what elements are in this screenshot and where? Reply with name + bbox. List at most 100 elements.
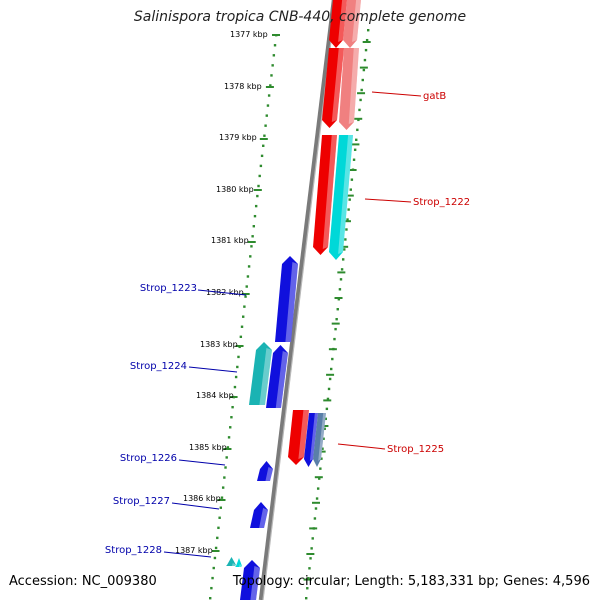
track-dot xyxy=(334,327,337,331)
track-dot xyxy=(249,255,252,258)
kbp-label: 1387 kbp xyxy=(175,546,213,555)
kbp-label: 1385 kbp xyxy=(189,443,227,452)
gene-gatb-pink-shade xyxy=(348,48,359,124)
gene-strop1225-gray[interactable] xyxy=(313,413,326,467)
track-dot xyxy=(324,417,327,421)
gene-strop1228-blue[interactable] xyxy=(240,560,260,600)
label-leader-line xyxy=(171,502,220,510)
gene-strop1226-shade xyxy=(265,467,273,481)
gene-strop1222-red[interactable] xyxy=(313,135,337,255)
track-dot xyxy=(328,377,332,381)
gene-label-strop-1224[interactable]: Strop_1224 xyxy=(130,361,238,373)
gene-strop1223[interactable] xyxy=(275,256,298,342)
track-dot xyxy=(273,44,277,47)
gene-strop1222-cyan-body xyxy=(329,135,353,260)
track-dot xyxy=(270,74,273,77)
gene-block-top-pink-body xyxy=(343,0,361,48)
track-dot xyxy=(233,385,237,389)
gene-strop1225-blue[interactable] xyxy=(304,413,318,467)
right-dotted-track xyxy=(305,29,370,600)
tick-marks xyxy=(209,29,371,600)
gene-gatb-red[interactable] xyxy=(322,48,344,128)
track-dot xyxy=(350,178,354,181)
label-leader-line xyxy=(197,289,247,296)
gene-label-strop-1223[interactable]: Strop_1223 xyxy=(140,283,247,296)
gene-label-strop-1226[interactable]: Strop_1226 xyxy=(120,453,226,466)
kbp-label: 1381 kbp xyxy=(211,236,249,245)
track-dot xyxy=(365,38,369,42)
track-dot xyxy=(229,426,232,429)
gene-label-text: Strop_1228 xyxy=(105,545,162,556)
track-dot xyxy=(347,208,350,211)
gene-strop1222-red-shade xyxy=(322,135,337,249)
track-dot xyxy=(271,64,274,67)
track-dot xyxy=(331,357,334,361)
track-dot xyxy=(213,556,217,560)
track-dot xyxy=(330,367,333,371)
gene-block-top-red-body xyxy=(329,0,347,48)
track-dot xyxy=(265,114,268,117)
label-leader-line xyxy=(178,459,226,466)
gene-block-top-pink[interactable] xyxy=(343,0,361,48)
track-dot xyxy=(306,587,309,590)
kbp-label: 1384 kbp xyxy=(196,391,234,400)
gene-label-strop-1225[interactable]: Strop_1225 xyxy=(337,443,444,455)
track-dot xyxy=(320,457,323,460)
gene-labels: gatB Strop_1222 Strop_1223 Strop_1224 Strop_… xyxy=(105,91,470,558)
gene-label-gatb[interactable]: gatB xyxy=(371,91,446,102)
kbp-label: 1379 kbp xyxy=(219,133,257,142)
gene-label-text: Strop_1222 xyxy=(413,197,470,208)
track-dot xyxy=(212,566,215,570)
track-dot xyxy=(263,134,266,137)
gene-strop1224-blue-body xyxy=(266,345,288,408)
gene-label-strop-1228[interactable]: Strop_1228 xyxy=(105,545,212,558)
gene-strop1225-red[interactable] xyxy=(288,410,309,465)
gene-label-strop-1227[interactable]: Strop_1227 xyxy=(113,496,220,510)
gene-label-strop-1222[interactable]: Strop_1222 xyxy=(364,197,470,208)
track-dot xyxy=(209,597,212,600)
track-dot xyxy=(341,258,345,261)
gene-strop1225-blue-body xyxy=(304,413,318,467)
track-dot xyxy=(311,537,314,540)
track-dot xyxy=(339,278,343,281)
gene-block-top-red[interactable] xyxy=(329,0,347,48)
gene-strop1226[interactable] xyxy=(257,461,273,481)
track-dot xyxy=(223,476,226,479)
gene-strop1228-teal[interactable] xyxy=(226,557,236,566)
kbp-label: 1378 kbp xyxy=(224,82,262,91)
track-dot xyxy=(254,204,258,208)
track-dot xyxy=(344,238,347,241)
track-dot xyxy=(356,128,359,132)
track-dot xyxy=(252,225,256,228)
track-dot xyxy=(237,355,240,359)
label-leader-line xyxy=(337,443,386,450)
track-dot xyxy=(309,557,312,560)
track-dot xyxy=(349,188,352,191)
gene-strop1224-blue[interactable] xyxy=(266,345,288,408)
gene-gatb-pink[interactable] xyxy=(339,48,359,130)
track-dot xyxy=(266,104,270,107)
track-dot xyxy=(337,298,341,301)
gene-gatb-red-body xyxy=(322,48,344,128)
track-dot xyxy=(327,387,331,391)
track-dot xyxy=(231,405,234,409)
gene-strop1227[interactable] xyxy=(250,502,268,528)
track-dot xyxy=(345,228,348,231)
gene-strop1228-cyan[interactable] xyxy=(235,558,242,567)
gene-strop1224-teal-shade xyxy=(259,348,272,405)
track-dot xyxy=(267,94,271,97)
track-dot xyxy=(348,198,351,201)
genome-summary-text: Topology: circular; Length: 5,183,331 bp… xyxy=(232,574,590,589)
track-dot xyxy=(321,447,324,450)
track-dot xyxy=(315,497,319,500)
gene-strop1222-cyan[interactable] xyxy=(329,135,353,260)
track-dot xyxy=(256,194,259,198)
track-dot xyxy=(367,29,370,32)
track-dot xyxy=(214,546,218,550)
track-dot xyxy=(336,308,339,311)
track-dot xyxy=(217,526,220,530)
gene-label-text: gatB xyxy=(423,91,446,102)
backbone-highlight xyxy=(262,0,337,600)
label-leader-line xyxy=(163,551,212,558)
gene-strop1224-teal[interactable] xyxy=(249,342,272,405)
